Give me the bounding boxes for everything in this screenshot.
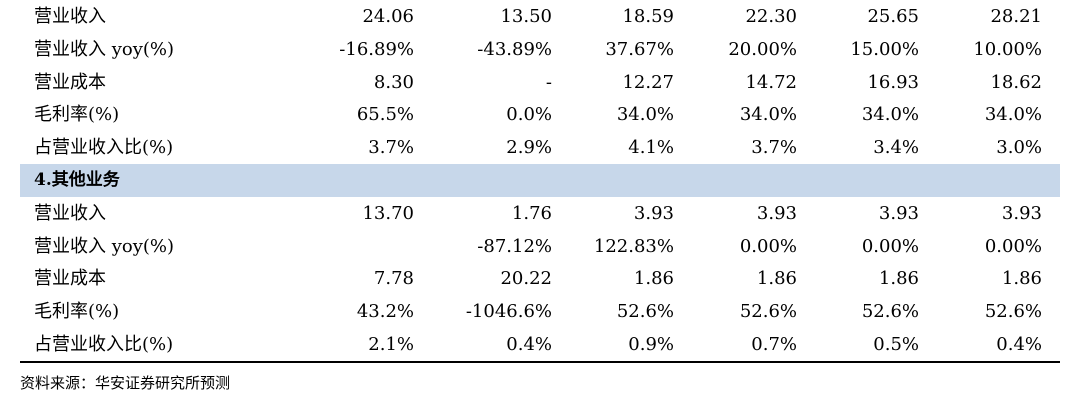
- financial-table: 营业收入 24.06 13.50 18.59 22.30 25.65 28.21…: [20, 0, 1060, 363]
- value-cell: 34.0%: [739, 104, 797, 126]
- value-cell: 10.00%: [973, 38, 1042, 60]
- value-cell: 25.65: [867, 6, 919, 27]
- row-label: 营业收入: [34, 6, 106, 27]
- row-label: 毛利率(%): [34, 301, 120, 323]
- table-row: 占营业收入比(%) 3.7% 2.9% 4.1% 3.7% 3.4% 3.0%: [20, 131, 1060, 164]
- value-cell: 12.27: [622, 71, 674, 93]
- value-cell: 65.5%: [356, 104, 414, 126]
- table-row: 营业收入 yoy(%) -16.89% -43.89% 37.67% 20.00…: [20, 33, 1060, 66]
- section-title: 4.其他业务: [34, 169, 120, 190]
- value-cell: 0.5%: [873, 333, 919, 355]
- value-cell: 0.7%: [751, 333, 797, 355]
- value-cell: 16.93: [867, 71, 919, 93]
- value-cell: 122.83%: [593, 235, 674, 257]
- value-cell: 0.9%: [628, 333, 674, 355]
- value-cell: -: [545, 71, 552, 93]
- value-cell: 1.86: [633, 268, 674, 290]
- value-cell: 3.93: [633, 202, 674, 224]
- value-cell: 3.0%: [996, 137, 1042, 159]
- value-cell: 52.6%: [616, 301, 674, 323]
- row-label: 营业收入 yoy(%): [34, 235, 175, 257]
- value-cell: 28.21: [990, 6, 1042, 27]
- value-cell: 3.93: [878, 202, 919, 224]
- value-cell: 13.50: [500, 6, 552, 27]
- value-cell: 22.30: [745, 6, 797, 27]
- value-cell: 34.0%: [616, 104, 674, 126]
- source-note: 资料来源：华安证券研究所预测: [20, 374, 231, 392]
- table-row: 营业成本 7.78 20.22 1.86 1.86 1.86 1.86: [20, 262, 1060, 295]
- value-cell: 4.1%: [628, 137, 674, 159]
- value-cell: 1.86: [756, 268, 797, 290]
- value-cell: 14.72: [745, 71, 797, 93]
- row-label: 营业成本: [34, 71, 106, 93]
- value-cell: 0.00%: [861, 235, 919, 257]
- section-header-row: 4.其他业务: [20, 163, 1060, 197]
- row-label: 占营业收入比(%): [34, 333, 174, 355]
- value-cell: 8.30: [373, 71, 414, 93]
- value-cell: 15.00%: [850, 38, 919, 60]
- value-cell: 7.78: [373, 268, 414, 290]
- row-label: 营业成本: [34, 268, 106, 290]
- value-cell: 2.1%: [368, 333, 414, 355]
- value-cell: 0.0%: [506, 104, 552, 126]
- value-cell: 52.6%: [861, 301, 919, 323]
- table-row: 营业成本 8.30 - 12.27 14.72 16.93 18.62: [20, 66, 1060, 99]
- table-row: 毛利率(%) 43.2% -1046.6% 52.6% 52.6% 52.6% …: [20, 295, 1060, 328]
- value-cell: -87.12%: [477, 235, 552, 257]
- value-cell: 18.62: [990, 71, 1042, 93]
- value-cell: 3.7%: [751, 137, 797, 159]
- value-cell: 43.2%: [356, 301, 414, 323]
- value-cell: 1.76: [511, 202, 552, 224]
- value-cell: 3.93: [1001, 202, 1042, 224]
- table-row: 营业收入 yoy(%) -87.12% 122.83% 0.00% 0.00% …: [20, 230, 1060, 263]
- value-cell: 0.00%: [739, 235, 797, 257]
- table-row: 营业收入 13.70 1.76 3.93 3.93 3.93 3.93: [20, 197, 1060, 230]
- value-cell: 0.4%: [506, 333, 552, 355]
- value-cell: 34.0%: [984, 104, 1042, 126]
- value-cell: 3.7%: [368, 137, 414, 159]
- value-cell: 2.9%: [506, 137, 552, 159]
- value-cell: -1046.6%: [465, 301, 552, 323]
- value-cell: 34.0%: [861, 104, 919, 126]
- value-cell: 20.00%: [728, 38, 797, 60]
- value-cell: 13.70: [362, 202, 414, 224]
- value-cell: 3.93: [756, 202, 797, 224]
- value-cell: -16.89%: [339, 38, 414, 60]
- value-cell: 1.86: [878, 268, 919, 290]
- value-cell: 0.4%: [996, 333, 1042, 355]
- value-cell: 52.6%: [984, 301, 1042, 323]
- value-cell: 37.67%: [605, 38, 674, 60]
- row-label: 占营业收入比(%): [34, 137, 174, 159]
- row-label: 营业收入 yoy(%): [34, 38, 175, 60]
- value-cell: 3.4%: [873, 137, 919, 159]
- value-cell: 52.6%: [739, 301, 797, 323]
- row-label: 毛利率(%): [34, 104, 120, 126]
- table-row: 占营业收入比(%) 2.1% 0.4% 0.9% 0.7% 0.5% 0.4%: [20, 328, 1060, 361]
- table-row: 营业收入 24.06 13.50 18.59 22.30 25.65 28.21: [20, 0, 1060, 33]
- value-cell: 1.86: [1001, 268, 1042, 290]
- table-row: 毛利率(%) 65.5% 0.0% 34.0% 34.0% 34.0% 34.0…: [20, 98, 1060, 131]
- value-cell: -43.89%: [477, 38, 552, 60]
- value-cell: 24.06: [362, 6, 414, 27]
- value-cell: 0.00%: [984, 235, 1042, 257]
- row-label: 营业收入: [34, 202, 106, 224]
- value-cell: 20.22: [500, 268, 552, 290]
- value-cell: 18.59: [622, 6, 674, 27]
